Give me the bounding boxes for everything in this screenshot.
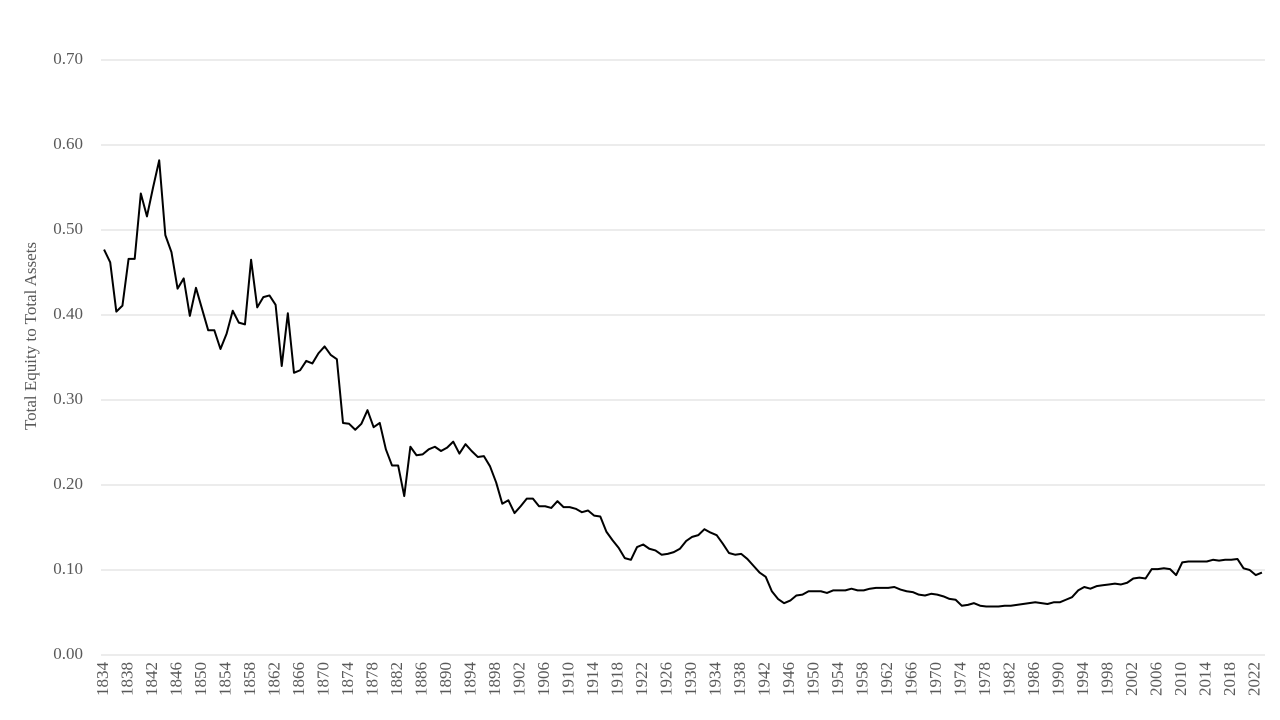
x-tick-label: 1870 (314, 662, 333, 696)
x-tick-label: 1858 (240, 662, 259, 696)
y-tick-label: 0.40 (53, 304, 83, 323)
x-tick-label: 2018 (1220, 662, 1239, 696)
x-tick-label: 1874 (338, 662, 357, 697)
x-tick-label: 1890 (436, 662, 455, 696)
x-tick-label: 1974 (951, 662, 970, 697)
x-tick-label: 1842 (142, 662, 161, 696)
x-tick-label: 1898 (485, 662, 504, 696)
y-axis-title: Total Equity to Total Assets (21, 242, 40, 430)
x-tick-label: 1966 (902, 662, 921, 696)
x-tick-label: 1838 (117, 662, 136, 696)
x-tick-label: 2006 (1147, 662, 1166, 696)
x-tick-label: 2002 (1122, 662, 1141, 696)
x-tick-label: 1978 (975, 662, 994, 696)
x-tick-label: 1938 (730, 662, 749, 696)
x-tick-label: 1866 (289, 662, 308, 696)
x-tick-label: 1894 (461, 662, 480, 697)
x-tick-label: 1970 (926, 662, 945, 696)
x-tick-label: 1886 (412, 662, 431, 696)
x-tick-label: 1914 (583, 662, 602, 697)
x-tick-label: 1946 (779, 662, 798, 696)
x-tick-label: 1878 (363, 662, 382, 696)
x-tick-label: 1954 (828, 662, 847, 697)
x-tick-label: 1850 (191, 662, 210, 696)
x-tick-label: 1990 (1049, 662, 1068, 696)
y-tick-label: 0.20 (53, 474, 83, 493)
y-tick-label: 0.50 (53, 219, 83, 238)
y-tick-label: 0.30 (53, 389, 83, 408)
x-tick-label: 1882 (387, 662, 406, 696)
x-tick-label: 1994 (1073, 662, 1092, 697)
x-tick-label: 1958 (853, 662, 872, 696)
data-line (103, 159, 1263, 608)
x-tick-label: 1846 (166, 662, 185, 696)
x-tick-label: 1922 (632, 662, 651, 696)
x-tick-label: 1998 (1098, 662, 1117, 696)
x-tick-label: 1902 (510, 662, 529, 696)
y-tick-label: 0.10 (53, 559, 83, 578)
x-tick-label: 2010 (1171, 662, 1190, 696)
x-tick-label: 1910 (559, 662, 578, 696)
x-tick-label: 1986 (1024, 662, 1043, 696)
x-tick-label: 1862 (265, 662, 284, 696)
x-tick-label: 1854 (215, 662, 234, 697)
x-tick-label: 1934 (706, 662, 725, 697)
x-tick-label: 1930 (681, 662, 700, 696)
x-tick-label: 1962 (877, 662, 896, 696)
x-tick-label: 1918 (608, 662, 627, 696)
x-tick-label: 1926 (657, 662, 676, 696)
x-tick-label: 2022 (1245, 662, 1264, 696)
y-tick-label: 0.60 (53, 134, 83, 153)
x-tick-label: 1942 (755, 662, 774, 696)
x-tick-label: 1834 (93, 662, 112, 697)
x-tick-label: 1982 (1000, 662, 1019, 696)
y-tick-label: 0.70 (53, 49, 83, 68)
y-tick-label: 0.00 (53, 644, 83, 663)
x-tick-label: 1950 (804, 662, 823, 696)
x-tick-label: 2014 (1196, 662, 1215, 697)
x-tick-label: 1906 (534, 662, 553, 696)
